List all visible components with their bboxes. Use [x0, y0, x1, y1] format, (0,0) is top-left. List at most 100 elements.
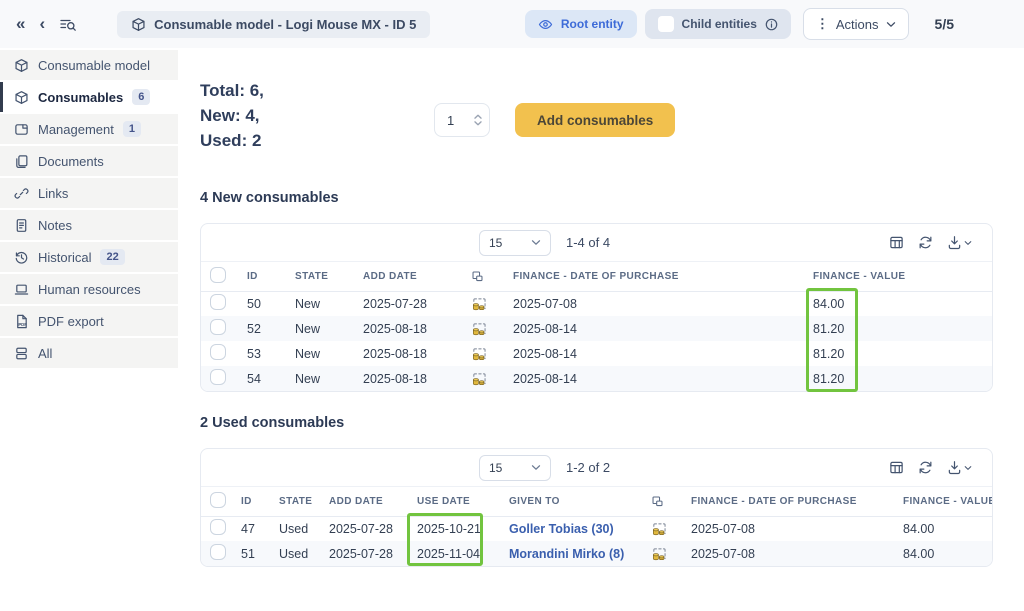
download-icon — [947, 460, 962, 475]
col-finance-icon[interactable] — [643, 487, 679, 517]
row-checkbox[interactable] — [210, 369, 226, 385]
download-button[interactable] — [947, 235, 972, 250]
page-size-select[interactable]: 15 — [479, 229, 551, 256]
chevron-down-icon — [964, 465, 972, 471]
total-count: Total: 6, — [200, 81, 264, 100]
col-given-to[interactable]: GIVEN TO — [497, 487, 643, 517]
page-indicator: 5/5 — [934, 16, 954, 32]
stepper-arrows-icon[interactable] — [473, 113, 483, 127]
row-checkbox[interactable] — [210, 319, 226, 335]
download-icon — [947, 235, 962, 250]
new-consumables-heading: 4 New consumables — [200, 190, 339, 206]
table-row[interactable]: 52 New 2025-08-18 2025-08-14 81.20 — [201, 316, 992, 341]
stack-icon — [14, 346, 29, 361]
search-list-icon[interactable] — [59, 16, 77, 32]
sidebar-item-consumable-model[interactable]: Consumable model — [0, 50, 178, 80]
coins-icon — [463, 366, 501, 391]
sidebar-item-links[interactable]: Links — [0, 178, 178, 208]
used-consumables-table: 15 1-2 of 2 ID — [200, 448, 993, 567]
col-id[interactable]: ID — [229, 487, 267, 517]
table-row[interactable]: 51 Used 2025-07-28 2025-11-04 Morandini … — [201, 541, 992, 566]
link-icon — [14, 186, 29, 201]
management-count-badge: 1 — [122, 121, 142, 137]
col-use-date[interactable]: USE DATE — [405, 487, 497, 517]
back-icon[interactable]: ‹ — [39, 14, 46, 33]
eye-icon — [538, 18, 553, 31]
chevron-down-icon — [531, 464, 541, 471]
page-size-select[interactable]: 15 — [479, 454, 551, 481]
history-icon — [14, 250, 29, 265]
header-checkbox[interactable] — [210, 491, 226, 508]
table-row[interactable]: 53 New 2025-08-18 2025-08-14 81.20 — [201, 341, 992, 366]
col-finance-value[interactable]: FINANCE - VALUE — [801, 262, 992, 292]
consumables-count-badge: 6 — [132, 89, 151, 105]
totals-summary: Total: 6, New: 4, Used: 2 — [200, 78, 434, 153]
topbar-actions-group: Root entity Child entities ⋮ Actions 5/5 — [524, 8, 954, 40]
col-finance-icon[interactable] — [463, 262, 501, 292]
top-bar: « ‹ Consumable model - Logi Mouse MX - I… — [0, 0, 1024, 48]
sidebar-item-notes[interactable]: Notes — [0, 210, 178, 240]
sidebar-item-pdf-export[interactable]: PDF PDF export — [0, 306, 178, 336]
pagination-range: 1-4 of 4 — [566, 235, 611, 250]
pdf-icon: PDF — [14, 314, 29, 329]
wallet-icon — [14, 122, 29, 137]
col-purchase-date[interactable]: FINANCE - DATE OF PURCHASE — [501, 262, 801, 292]
given-to-link[interactable]: Morandini Mirko (8) — [509, 546, 625, 561]
columns-icon[interactable] — [889, 460, 904, 475]
columns-icon[interactable] — [889, 235, 904, 250]
col-add-date[interactable]: ADD DATE — [317, 487, 405, 517]
kebab-icon: ⋮ — [815, 16, 829, 31]
child-entities-toggle[interactable]: Child entities — [644, 9, 791, 39]
root-entity-label: Root entity — [560, 17, 624, 31]
download-button[interactable] — [947, 460, 972, 475]
header-checkbox[interactable] — [210, 266, 226, 283]
refresh-icon[interactable] — [918, 460, 933, 475]
col-purchase-date[interactable]: FINANCE - DATE OF PURCHASE — [679, 487, 891, 517]
sidebar-item-historical[interactable]: Historical 22 — [0, 242, 178, 272]
col-state[interactable]: STATE — [267, 487, 317, 517]
sidebar-item-human-resources[interactable]: Human resources — [0, 274, 178, 304]
actions-label: Actions — [835, 16, 879, 32]
col-add-date[interactable]: ADD DATE — [351, 262, 463, 292]
coins-icon — [643, 516, 679, 541]
breadcrumb[interactable]: Consumable model - Logi Mouse MX - ID 5 — [117, 10, 431, 38]
col-state[interactable]: STATE — [283, 262, 351, 292]
row-checkbox[interactable] — [210, 519, 226, 536]
row-checkbox[interactable] — [210, 294, 226, 311]
notes-icon — [14, 218, 29, 233]
new-table-toolbar: 15 1-4 of 4 — [201, 224, 992, 262]
coins-icon — [463, 316, 501, 341]
child-entities-checkbox[interactable] — [657, 16, 674, 32]
sidebar: Consumable model Consumables 6 Managemen… — [0, 48, 178, 611]
given-to-link[interactable]: Goller Tobias (30) — [509, 521, 614, 536]
sidebar-item-management[interactable]: Management 1 — [0, 114, 178, 144]
pagination-range: 1-2 of 2 — [566, 460, 611, 475]
quantity-stepper[interactable]: 1 — [434, 103, 490, 137]
actions-button[interactable]: ⋮ Actions — [802, 8, 909, 40]
table-row[interactable]: 47 Used 2025-07-28 2025-10-21 Goller Tob… — [201, 516, 992, 541]
sidebar-item-consumables[interactable]: Consumables 6 — [0, 82, 178, 112]
box-icon — [131, 17, 146, 32]
refresh-icon[interactable] — [918, 235, 933, 250]
table-row[interactable]: 54 New 2025-08-18 2025-08-14 81.20 — [201, 366, 992, 391]
sidebar-item-all[interactable]: All — [0, 338, 178, 368]
col-finance-value[interactable]: FINANCE - VALUE — [891, 487, 992, 517]
sidebar-item-documents[interactable]: Documents — [0, 146, 178, 176]
col-id[interactable]: ID — [235, 262, 283, 292]
quantity-value: 1 — [447, 112, 455, 128]
used-consumables-heading: 2 Used consumables — [200, 415, 345, 431]
table-row[interactable]: 50 New 2025-07-28 2025-07-08 84.00 — [201, 291, 992, 316]
row-checkbox[interactable] — [210, 344, 226, 360]
chevron-down-icon — [964, 240, 972, 246]
row-checkbox[interactable] — [210, 544, 226, 560]
box-icon — [14, 90, 29, 105]
root-entity-toggle[interactable]: Root entity — [524, 10, 637, 38]
child-entities-label: Child entities — [681, 17, 757, 31]
coins-icon — [463, 291, 501, 316]
add-consumables-button[interactable]: Add consumables — [515, 103, 676, 137]
box-icon — [14, 58, 29, 73]
coins-icon — [643, 541, 679, 566]
new-consumables-table: 15 1-4 of 4 ID — [200, 223, 993, 392]
info-icon — [765, 18, 778, 31]
collapse-sidebar-icon[interactable]: « — [16, 14, 26, 33]
